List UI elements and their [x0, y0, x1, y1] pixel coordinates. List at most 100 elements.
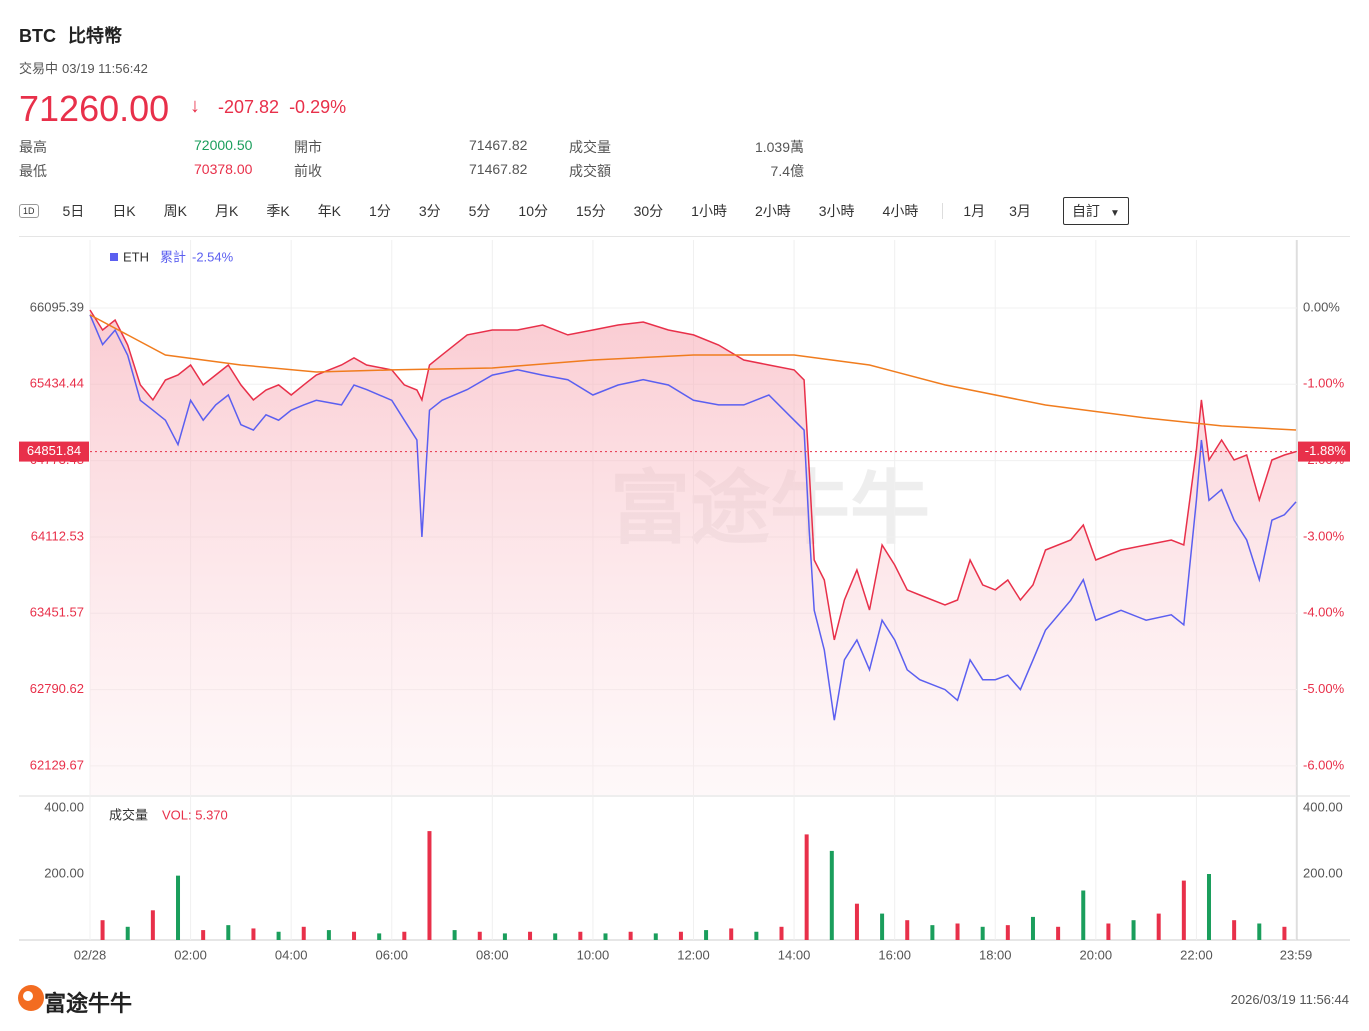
stat-value: 72000.50	[194, 137, 253, 153]
series-area	[90, 310, 1296, 795]
x-tick-label: 12:00	[677, 947, 710, 962]
custom-button[interactable]: 自訂 ▼	[1062, 197, 1129, 225]
x-tick-label: 16:00	[878, 947, 911, 962]
x-tick-label: 22:00	[1180, 947, 1213, 962]
volume-bar	[427, 831, 432, 940]
volume-bar	[779, 926, 784, 940]
price: 71260.00	[19, 88, 170, 129]
volume-bar	[553, 933, 558, 940]
stat-label: 成交量	[569, 139, 611, 155]
y2-tick-label: -6.00%	[1303, 757, 1345, 772]
period-button[interactable]: 2小時	[754, 203, 791, 219]
period-button[interactable]: 季K	[266, 203, 290, 219]
volume-bar	[1106, 923, 1111, 940]
toolbar: 1D 5日 日K 周K 月K 季K 年K 1分 3分 5分 10分 15分 30分 1小時 2小時 3小時 4小…	[19, 197, 1129, 225]
period-button[interactable]: 5日	[62, 203, 85, 219]
period-button[interactable]: 1分	[369, 203, 391, 219]
period-button[interactable]: 3小時	[818, 203, 855, 219]
volume-bar	[804, 834, 809, 940]
volume-bar	[1056, 926, 1061, 940]
stat-label: 最低	[19, 163, 47, 179]
period-icon: 1D	[19, 204, 39, 218]
series-line	[89, 309, 1297, 641]
stat-value: 71467.82	[469, 137, 528, 153]
x-tick-label: 23:59	[1280, 947, 1313, 962]
period-button[interactable]: 15分	[576, 203, 606, 219]
period-button[interactable]: 周K	[163, 203, 187, 219]
stat-label: 最高	[19, 139, 47, 155]
volume-bar	[603, 933, 608, 940]
volume-bar	[1181, 880, 1186, 940]
change-value: -207.82	[218, 97, 280, 117]
y-tick-label: 400.00	[44, 799, 84, 814]
range-button[interactable]: 3月	[1009, 203, 1031, 219]
volume-bar	[326, 930, 331, 940]
current-price-label: 64851.84	[27, 443, 81, 458]
volume-bar	[729, 928, 734, 940]
period-button[interactable]: 3分	[418, 203, 441, 219]
x-tick-label: 18:00	[979, 947, 1012, 962]
x-tick-label: 02/28	[74, 947, 107, 962]
brand: 富途牛牛	[44, 991, 133, 1016]
volume-bar	[377, 933, 382, 940]
status: 交易中 03/19 11:56:42	[19, 58, 152, 77]
dropdown-arrow: ▼	[1109, 208, 1120, 219]
volume-bar	[176, 875, 181, 940]
volume-bar	[1030, 916, 1035, 940]
y-tick-label: 62790.62	[30, 681, 84, 696]
volume-bar	[930, 925, 935, 940]
period-button[interactable]: 5分	[468, 203, 491, 219]
period-button[interactable]: 年K	[317, 203, 342, 219]
volume-bar	[1131, 920, 1136, 940]
stat-label: 成交額	[569, 163, 611, 179]
y2-tick-label: -4.00%	[1303, 605, 1345, 620]
volume-bar	[1257, 923, 1262, 940]
current-change-label: -1.88%	[1305, 443, 1347, 458]
volume-bar	[1282, 926, 1287, 940]
volume-bar	[251, 928, 256, 940]
volume-bar	[980, 926, 985, 940]
period-button[interactable]: 4小時	[882, 203, 919, 219]
series-line	[89, 314, 1297, 431]
volume-bar	[829, 850, 834, 940]
volume-bar	[754, 931, 759, 940]
period-button[interactable]: 月K	[215, 203, 239, 219]
y2-tick-label: 200.00	[1303, 865, 1343, 880]
volume-bar	[1156, 913, 1161, 940]
volume-bar	[100, 920, 105, 940]
range-button[interactable]: 1月	[963, 203, 986, 219]
volume-bar	[201, 930, 206, 940]
down-arrow: ↓	[190, 95, 200, 117]
volume-bar	[477, 931, 482, 940]
volume-bar	[854, 903, 859, 940]
y2-tick-label: 400.00	[1303, 799, 1343, 814]
x-tick-label: 20:00	[1080, 947, 1113, 962]
y-tick-label: 63451.57	[30, 605, 84, 620]
y-tick-label: 64112.53	[31, 528, 84, 543]
period-button[interactable]: 30分	[633, 203, 664, 219]
volume-bar	[502, 933, 507, 940]
volume-bar	[452, 930, 457, 940]
logo	[18, 985, 44, 1011]
volume-bar	[704, 930, 709, 940]
period-button[interactable]: 1小時	[691, 203, 727, 219]
current-price-box	[19, 441, 89, 462]
y-tick-label: 66095.39	[30, 299, 84, 314]
period-button[interactable]: 10分	[518, 203, 548, 219]
x-tick-label: 04:00	[275, 947, 308, 962]
x-tick-label: 02:00	[174, 947, 207, 962]
volume-bar	[955, 923, 960, 940]
volume-bar	[628, 931, 633, 940]
volume-bar	[276, 931, 281, 940]
y2-tick-label: -1.00%	[1303, 376, 1345, 391]
y-tick-label: 62129.67	[30, 757, 84, 772]
period-button[interactable]: 日K	[112, 203, 136, 219]
divider	[19, 236, 1350, 237]
x-tick-label: 08:00	[476, 947, 509, 962]
y2-tick-label: -5.00%	[1303, 681, 1345, 696]
volume-bar	[905, 920, 910, 940]
volume-bar	[1005, 925, 1010, 940]
volume-bar	[352, 931, 357, 940]
x-tick-label: 10:00	[577, 947, 610, 962]
